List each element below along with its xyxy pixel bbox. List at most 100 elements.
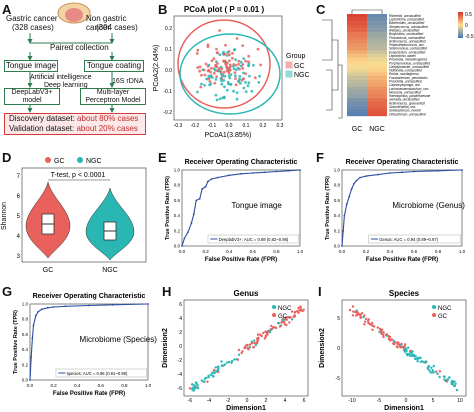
roc-xtick: 0.6 (98, 383, 105, 388)
genus-point (222, 364, 225, 367)
heat-cell-ngc (367, 112, 387, 117)
legend-gc: GC (278, 314, 288, 320)
heat-cell-ngc (367, 105, 387, 109)
heat-cell-ngc (367, 75, 387, 80)
roc-point (359, 176, 361, 179)
shannon-ytick: 5 (17, 214, 21, 220)
taxon-label: Fusobacterium_periodontic. (389, 76, 428, 80)
roc-point (228, 174, 231, 177)
pcoa-point (241, 66, 245, 70)
pcoa-point (222, 79, 226, 82)
pcoa-plot: PCoA plot ( P = 0.01 ) -0.3 -0.2 -0.1 0.0 0.… (153, 5, 310, 139)
heat-cell-gc (347, 101, 367, 106)
gastric-cases: (328 cases) (12, 23, 54, 32)
heat-cell-gc (347, 79, 367, 84)
legend-ngc: NGC (438, 306, 452, 312)
pcoa-point (225, 61, 229, 65)
pcoa-point (223, 59, 227, 63)
heat-cell-ngc (367, 61, 387, 66)
validation-label: Validation dataset: (9, 124, 75, 133)
genus-point (294, 310, 297, 314)
violin-frame (21, 167, 147, 263)
species-point (424, 360, 427, 363)
roc-point (204, 185, 207, 188)
genus-point (213, 371, 216, 375)
pcoa-point (219, 70, 223, 74)
roc-point (37, 310, 40, 313)
rdna-label: 16S rDNA (112, 78, 144, 85)
pcoa-point (250, 89, 254, 93)
heat-cell-ngc (367, 94, 387, 98)
species-point (371, 321, 374, 325)
genus-point (209, 373, 213, 376)
pcoa-point (212, 57, 216, 61)
pcoa-point (208, 80, 212, 83)
heatmap: GC NGC Rikenella_unclassifiedLeptotrichi… (322, 9, 474, 133)
roc-point (251, 172, 254, 174)
pcoa-point (234, 83, 238, 87)
genus-point (296, 310, 299, 313)
genus-point (212, 369, 216, 372)
genus-point (226, 361, 229, 364)
pcoa-point (195, 52, 199, 55)
genus-ytick: -6 (178, 386, 183, 392)
genus-point (253, 341, 256, 345)
legend-gc-swatch (285, 61, 293, 69)
species-point (398, 343, 401, 347)
deep-learning-label: Deep learning (44, 82, 88, 89)
pcoa-point (244, 59, 247, 63)
roc-point (201, 188, 203, 190)
heat-cell-ngc (367, 108, 387, 113)
genus-xtick: 0 (246, 398, 249, 404)
taxon-label: Prevotella_unclassified (389, 80, 422, 84)
roc-xtick: 0.2 (363, 249, 370, 254)
genus-ytick: 0 (179, 344, 182, 350)
pcoa-point (235, 91, 239, 94)
pcoa-point (214, 93, 218, 97)
roc-frame (341, 169, 463, 247)
taxon-label: Bacteroides_unclassified (389, 21, 424, 25)
species-point (387, 337, 391, 341)
taxon-label: Actinomyces_unclassified (388, 39, 426, 43)
roc-xtick: 0.0 (339, 249, 346, 254)
roc-frame (181, 169, 301, 247)
heat-cell-ngc (367, 90, 387, 95)
heat-cell-ngc (367, 39, 387, 44)
roc-point (183, 237, 186, 240)
heat-cell-gc (347, 90, 367, 95)
pcoa-point (196, 48, 200, 52)
roc-ytick: 1.0 (174, 168, 181, 173)
validation-value: about 20% cases (76, 124, 138, 133)
heat-cell-gc (347, 57, 367, 62)
pcoa-point (244, 90, 248, 93)
roc-ylabel: True Positive Rate (TPR) (13, 310, 19, 374)
roc-point (52, 306, 55, 308)
panel-label: F (316, 150, 324, 165)
species-point (403, 350, 407, 353)
heat-cell-gc (347, 46, 367, 51)
genus-point (200, 379, 204, 382)
genus-point (266, 333, 269, 336)
roc-ytick: 0.4 (174, 213, 181, 218)
roc-ytick: 0.0 (334, 244, 341, 249)
roc-xtick: 1.0 (459, 249, 466, 254)
heat-cell-ngc (367, 57, 387, 62)
panel-h: H Genus -6 -4 -2 0 2 4 6 6 4 2 0 -2 -4 -6 NGC GC Dime… (160, 282, 316, 412)
roc-point (181, 245, 183, 247)
pcoa-point (252, 63, 255, 67)
genus-point (247, 348, 250, 351)
roc-xtick: 0.4 (387, 249, 394, 254)
pcoa-xlabel: PCoA1(3.85%) (205, 132, 252, 139)
pcoa-point (237, 59, 241, 63)
genus-point (193, 385, 196, 388)
taxon-label: Veillonella_unclassified (389, 69, 422, 73)
taxon-label: Campylobacter_unclassified (389, 65, 429, 69)
roc-legend-text: DeeplabV3+: AUC = 0.89 (0.82~0.96) (219, 237, 289, 242)
genus-ytick: 4 (179, 316, 182, 322)
panel-g: G Receiver Operating Characteristic 0.0 0.… (0, 282, 160, 412)
species-ytick: -5 (336, 376, 341, 382)
pcoa-point (228, 68, 232, 72)
pcoa-ytick: -0.2 (163, 110, 172, 116)
genus-point (231, 359, 234, 363)
pcoa-point (223, 74, 227, 78)
